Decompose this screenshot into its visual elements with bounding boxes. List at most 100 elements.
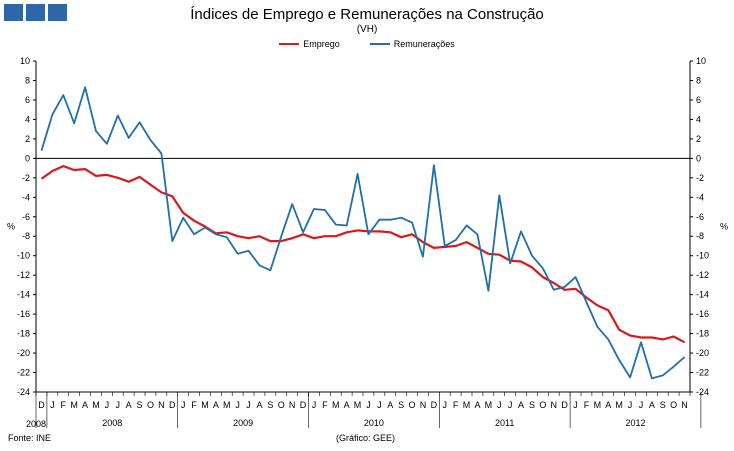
x-tick-label-month: D <box>169 400 176 410</box>
x-tick-label-month: M <box>463 400 471 410</box>
y-tick-label-right: 6 <box>696 95 701 105</box>
y-tick-label-right: 2 <box>696 134 701 144</box>
x-tick-label-month: A <box>256 400 262 410</box>
y-tick-label-right: -18 <box>696 329 709 339</box>
y-axis-label-left: % <box>7 222 15 232</box>
series-line-emprego <box>40 165 686 344</box>
y-tick-label-right: 4 <box>696 114 701 124</box>
legend-item-emprego: Emprego <box>279 39 340 49</box>
x-tick-label-month: N <box>681 400 688 410</box>
x-tick-label-month: O <box>409 400 416 410</box>
y-tick-label-left: -6 <box>22 212 30 222</box>
x-tick-label-month: J <box>628 400 633 410</box>
y-tick-label-left: 4 <box>25 114 30 124</box>
y-tick-label-right: -14 <box>696 290 709 300</box>
x-tick-label-month: F <box>453 400 459 410</box>
x-tick-label-month: A <box>213 400 219 410</box>
x-year-label: 2009 <box>233 418 253 428</box>
x-tick-label-month: S <box>137 400 143 410</box>
y-tick-label-left: 2 <box>25 134 30 144</box>
legend: Emprego Remunerações <box>0 39 734 49</box>
x-tick-label-month: F <box>61 400 67 410</box>
y-tick-label-left: -4 <box>22 192 30 202</box>
y-tick-label-right: -22 <box>696 368 709 378</box>
x-tick-label-month: F <box>584 400 590 410</box>
x-tick-label-month: O <box>670 400 677 410</box>
logo-square-3 <box>48 4 67 21</box>
x-tick-label-month: J <box>50 400 55 410</box>
x-year-label: 2010 <box>364 418 384 428</box>
y-tick-label-left: -12 <box>17 270 30 280</box>
y-tick-label-left: -2 <box>22 173 30 183</box>
chart-subtitle: (VH) <box>356 24 378 35</box>
x-tick-label-month: J <box>366 400 371 410</box>
x-tick-label-month: A <box>82 400 88 410</box>
y-tick-label-right: -6 <box>696 212 704 222</box>
x-tick-label-month: S <box>529 400 535 410</box>
x-tick-label-month: A <box>344 400 350 410</box>
x-tick-label-month: N <box>289 400 296 410</box>
x-tick-label-month: J <box>573 400 578 410</box>
y-tick-label-left: -18 <box>17 329 30 339</box>
x-tick-label-month: J <box>497 400 502 410</box>
x-tick-label-month: A <box>649 400 655 410</box>
y-tick-label-left: -24 <box>17 387 30 397</box>
x-tick-label-month: A <box>387 400 393 410</box>
y-tick-label-right: 8 <box>696 75 701 85</box>
x-tick-label-month: F <box>322 400 328 410</box>
x-tick-label-month: A <box>518 400 524 410</box>
y-tick-label-right: -12 <box>696 270 709 280</box>
logo <box>4 4 67 21</box>
x-tick-label-month: N <box>420 400 427 410</box>
x-tick-label-month: J <box>377 400 382 410</box>
y-tick-label-right: -20 <box>696 348 709 358</box>
x-tick-label-month: J <box>639 400 644 410</box>
x-tick-label-month: J <box>312 400 317 410</box>
logo-square-1 <box>4 4 23 21</box>
y-tick-label-left: 10 <box>20 56 30 66</box>
logo-square-2 <box>26 4 45 21</box>
y-tick-label-left: -8 <box>22 231 30 241</box>
x-tick-label-month: M <box>354 400 362 410</box>
x-tick-label-month: S <box>660 400 666 410</box>
y-tick-label-left: 6 <box>25 95 30 105</box>
x-tick-label-month: F <box>191 400 197 410</box>
y-tick-label-right: -4 <box>696 192 704 202</box>
x-tick-label-month: O <box>278 400 285 410</box>
x-tick-label-month: D <box>300 400 307 410</box>
x-tick-label-month: J <box>246 400 251 410</box>
x-tick-label-month: M <box>70 400 78 410</box>
y-tick-label-right: -16 <box>696 309 709 319</box>
y-tick-label-left: -10 <box>17 251 30 261</box>
x-year-label: 2012 <box>625 418 645 428</box>
x-tick-label-month: J <box>508 400 513 410</box>
x-tick-label-month: M <box>485 400 493 410</box>
x-year-label: 2008 <box>26 419 46 429</box>
x-tick-label-month: J <box>443 400 448 410</box>
x-tick-label-month: D <box>561 400 568 410</box>
x-tick-label-month: A <box>126 400 132 410</box>
x-tick-label-month: D <box>38 400 45 410</box>
legend-swatch-emprego <box>279 43 300 45</box>
x-year-label: 2008 <box>102 418 122 428</box>
x-tick-label-month: A <box>474 400 480 410</box>
x-tick-label-month: J <box>116 400 121 410</box>
y-tick-label-right: 0 <box>696 153 701 163</box>
y-tick-label-left: -22 <box>17 368 30 378</box>
y-tick-label-left: 0 <box>25 153 30 163</box>
x-tick-label-month: M <box>332 400 340 410</box>
y-tick-label-left: -20 <box>17 348 30 358</box>
x-year-label: 2011 <box>495 418 514 428</box>
x-tick-label-month: D <box>431 400 438 410</box>
series-line-remuneracoes <box>40 86 686 380</box>
y-tick-label-right: -10 <box>696 251 709 261</box>
legend-label-emprego: Emprego <box>303 39 340 49</box>
x-tick-label-month: M <box>223 400 231 410</box>
x-tick-label-month: J <box>235 400 240 410</box>
x-tick-label-month: M <box>201 400 209 410</box>
y-tick-label-left: -16 <box>17 309 30 319</box>
chart-title: Índices de Emprego e Remunerações na Con… <box>190 6 544 23</box>
x-tick-label-month: M <box>615 400 623 410</box>
y-tick-label-left: -14 <box>17 290 30 300</box>
